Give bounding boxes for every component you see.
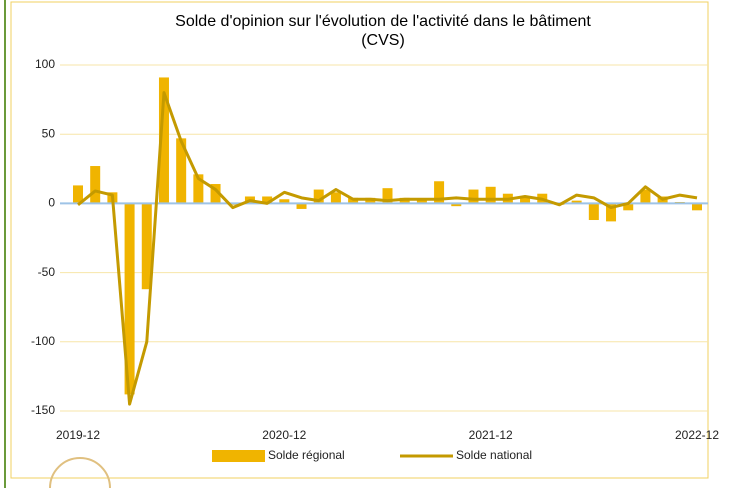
y-tick-label: 100 xyxy=(35,57,55,71)
line xyxy=(77,91,698,406)
bar xyxy=(193,174,204,204)
bar xyxy=(124,203,135,395)
bar xyxy=(279,199,290,204)
bar xyxy=(485,186,496,204)
bar xyxy=(262,196,273,204)
bar xyxy=(158,77,169,204)
bar xyxy=(588,203,599,221)
legend-swatch xyxy=(212,450,265,462)
bar xyxy=(176,138,187,204)
bar xyxy=(330,192,341,204)
y-tick-label: -150 xyxy=(31,403,55,417)
bar xyxy=(468,189,479,204)
bar xyxy=(606,203,617,222)
x-tick-label: 2021-12 xyxy=(469,428,513,442)
chart-title: (CVS) xyxy=(361,32,405,49)
bar xyxy=(73,185,83,204)
logo xyxy=(49,457,111,489)
bar xyxy=(640,189,651,204)
y-tick-label: -50 xyxy=(38,265,56,279)
legend-label: Solde régional xyxy=(268,448,345,462)
bar xyxy=(434,181,445,204)
y-tick-label: 0 xyxy=(48,196,55,210)
bar xyxy=(141,203,152,290)
y-tick-label: -100 xyxy=(31,334,55,348)
x-tick-label: 2022-12 xyxy=(675,428,719,442)
bar xyxy=(382,188,393,204)
bar xyxy=(692,203,702,211)
bar xyxy=(313,189,324,204)
x-tick-label: 2020-12 xyxy=(262,428,306,442)
bar xyxy=(623,203,634,211)
bar xyxy=(90,166,101,204)
y-tick-label: 50 xyxy=(42,126,56,140)
x-tick-label: 2019-12 xyxy=(56,428,100,442)
bar xyxy=(296,203,307,209)
bar xyxy=(571,200,582,204)
bar xyxy=(210,184,221,204)
legend-label: Solde national xyxy=(456,448,532,462)
chart-frame xyxy=(10,1,709,479)
bar xyxy=(451,203,462,207)
bar xyxy=(416,199,427,204)
chart-title: Solde d'opinion sur l'évolution de l'act… xyxy=(175,13,591,30)
bar xyxy=(520,197,531,204)
